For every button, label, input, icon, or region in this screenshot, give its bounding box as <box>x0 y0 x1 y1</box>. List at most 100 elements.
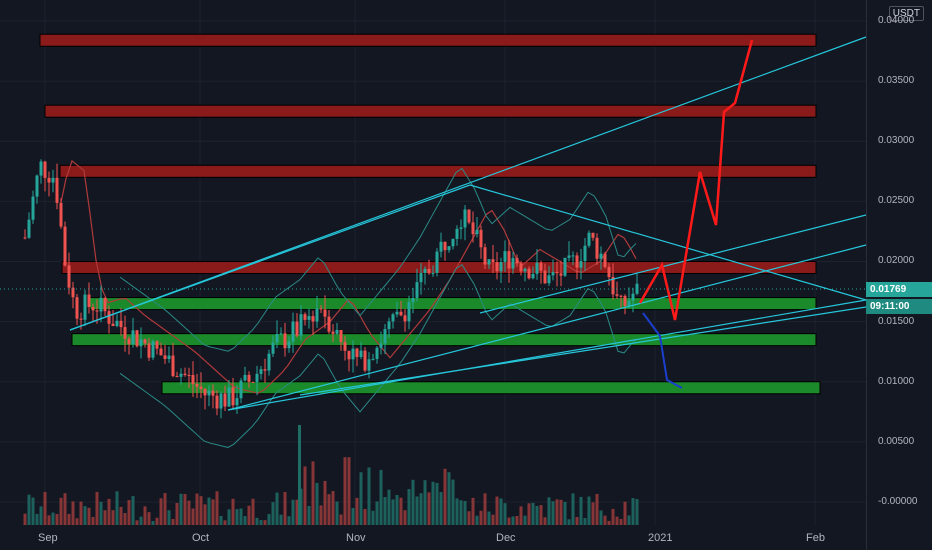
candle-body <box>103 297 107 312</box>
volume-bar <box>23 513 27 525</box>
volume-bar <box>211 499 215 525</box>
candle-body <box>595 237 599 259</box>
candle-body <box>479 229 483 248</box>
volume-bar <box>539 505 543 525</box>
volume-bar <box>431 481 435 525</box>
volume-bar <box>83 506 87 525</box>
volume-bar <box>67 513 71 525</box>
candle-body <box>483 247 487 265</box>
candle-body <box>451 238 455 247</box>
candle-body <box>75 297 79 319</box>
candle-body <box>327 316 331 332</box>
volume-bar <box>267 514 271 525</box>
volume-bar <box>55 514 59 525</box>
volume-bar <box>279 514 283 525</box>
candle-body <box>239 380 243 399</box>
volume-bar <box>455 498 459 525</box>
volume-bar <box>287 516 291 525</box>
candle-body <box>279 333 283 335</box>
volume-bar <box>635 499 639 525</box>
candle-body <box>295 321 299 336</box>
volume-bar <box>563 501 567 525</box>
volume-bar <box>587 496 591 525</box>
volume-bar <box>527 503 531 525</box>
candle-body <box>71 287 75 298</box>
volume-bar <box>419 493 423 525</box>
candle-body <box>603 253 607 267</box>
candle-body <box>627 300 631 306</box>
candle-body <box>47 177 51 183</box>
volume-bar <box>571 493 575 525</box>
candle-body <box>403 315 407 322</box>
candle-body <box>275 333 279 343</box>
candle-body <box>255 373 259 383</box>
candle-body <box>179 373 183 377</box>
projection-arrows[interactable] <box>638 39 754 389</box>
candle-body <box>67 265 71 288</box>
moving-average-line <box>59 159 637 394</box>
up-projection-path <box>638 39 754 321</box>
candle-body <box>567 255 571 258</box>
candle-body <box>307 316 311 320</box>
volume-bar <box>343 457 347 525</box>
candle-body <box>535 262 539 274</box>
volume-bar <box>187 500 191 525</box>
candle-body <box>467 209 471 223</box>
candle-body <box>227 387 231 407</box>
resistance-zone <box>39 33 817 47</box>
currency-badge[interactable]: USDT <box>888 6 924 21</box>
candle-body <box>399 311 403 316</box>
bollinger-lower <box>119 264 637 448</box>
volume-bar <box>379 469 383 525</box>
volume-bar <box>507 517 511 525</box>
time-tick: Dec <box>496 532 516 544</box>
candle-body <box>503 251 507 262</box>
volume-bar <box>347 457 351 525</box>
volume-bar <box>351 508 355 525</box>
volume-bar <box>111 510 115 525</box>
volume-bar <box>475 515 479 525</box>
candle-body <box>431 272 435 274</box>
volume-bar <box>415 496 419 525</box>
volume-bar <box>43 491 47 525</box>
volume-bar <box>35 513 39 525</box>
volume-bar <box>631 498 635 525</box>
price-tick: 0.00500 <box>878 436 915 447</box>
volume-bar <box>391 499 395 525</box>
candle-body <box>155 341 159 349</box>
candle-body <box>207 390 211 396</box>
volume-bar <box>395 495 399 525</box>
resistance-zone <box>44 104 817 118</box>
candle-body <box>235 398 239 406</box>
candle-body <box>395 311 399 315</box>
price-axis-separator <box>866 0 867 550</box>
volume-bar <box>203 504 207 525</box>
volume-bar <box>359 472 363 525</box>
candle-body <box>511 258 515 269</box>
volume-bar <box>339 514 343 525</box>
candle-body <box>527 268 531 279</box>
volume-bar <box>439 492 443 525</box>
volume-bar <box>619 518 623 525</box>
volume-bar <box>607 520 611 525</box>
candle-body <box>119 320 123 328</box>
volume-bar <box>131 496 135 525</box>
candle-body <box>463 209 467 228</box>
volume-bar <box>91 517 95 525</box>
volume-bar <box>231 498 235 525</box>
candle-body <box>555 272 559 274</box>
trendlines[interactable] <box>69 36 867 411</box>
candle-body <box>163 355 167 359</box>
trendline <box>69 184 471 331</box>
volume-bar <box>75 518 79 525</box>
candle-body <box>79 318 83 320</box>
price-tick: 0.02000 <box>878 255 915 266</box>
bollinger-upper <box>119 167 637 352</box>
candle-body <box>543 270 547 284</box>
volume-bar <box>255 517 259 525</box>
volume-bar <box>303 466 307 525</box>
volume-bar <box>495 496 499 525</box>
volume-bar <box>39 506 43 525</box>
